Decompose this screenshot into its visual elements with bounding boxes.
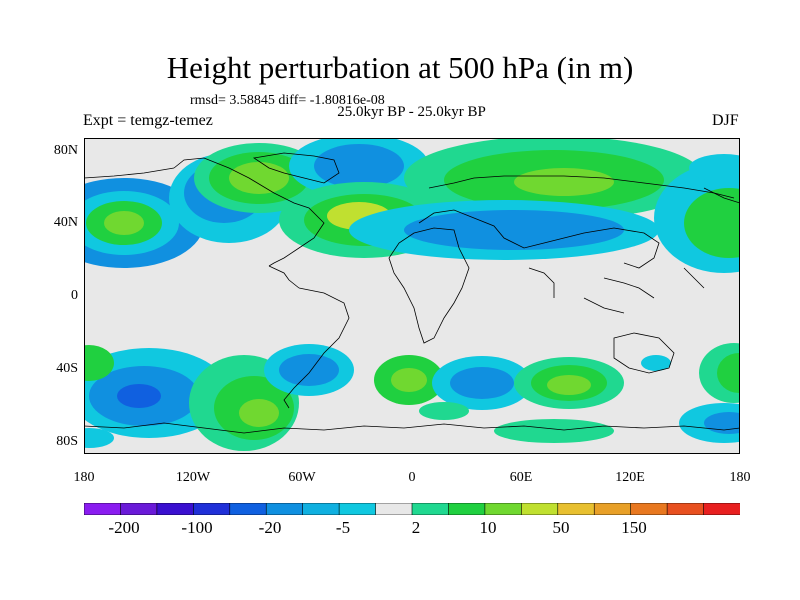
experiment-label: Expt = temgz-temez (83, 112, 213, 129)
colorbar-swatch (120, 503, 158, 515)
colorbar-swatch (302, 503, 340, 515)
lon-label-180w: 180 (73, 470, 95, 485)
lat-label-40s: 40S (56, 361, 78, 376)
lat-label-0: 0 (71, 288, 78, 303)
colorbar-label: 10 (479, 518, 497, 537)
colorbar-swatch (229, 503, 268, 515)
colorbar-swatch (521, 503, 559, 515)
map-plot-area (84, 138, 740, 454)
colorbar-swatch (156, 503, 195, 515)
colorbar-swatch (703, 503, 740, 515)
lon-label-60w: 60W (288, 470, 316, 485)
colorbar-swatch (666, 503, 705, 515)
colorbar-label: 50 (552, 518, 570, 537)
lon-label-180e: 180 (729, 470, 751, 485)
colorbar-swatch (630, 503, 668, 515)
period-subtitle: 25.0kyr BP - 25.0kyr BP (337, 104, 486, 120)
colorbar-swatch (448, 503, 486, 515)
season-label: DJF (712, 112, 739, 129)
contour-fills (84, 138, 740, 451)
colorbar-label: -20 (258, 518, 282, 537)
colorbar-swatch (193, 503, 231, 515)
lon-label-60e: 60E (509, 470, 533, 485)
colorbar-label: 150 (621, 518, 647, 537)
lat-label-80n: 80N (53, 143, 78, 158)
lon-label-120w: 120W (175, 470, 211, 485)
colorbar-swatch (375, 503, 413, 515)
lon-label-0: 0 (408, 470, 416, 485)
map-svg (84, 138, 740, 454)
stats-subtitle: rmsd= 3.58845 diff= -1.80816e-08 (190, 93, 385, 108)
colorbar (84, 503, 740, 515)
lat-label-80s: 80S (56, 434, 78, 449)
colorbar-swatch (338, 503, 377, 515)
colorbar-label: -5 (335, 518, 351, 537)
colorbar-swatch (411, 503, 450, 515)
colorbar-swatch (593, 503, 632, 515)
colorbar-swatch (484, 503, 523, 515)
map-title: Height perturbation at 500 hPa (in m) (166, 50, 634, 85)
colorbar-label: -200 (108, 518, 140, 537)
colorbar-swatch (84, 503, 122, 515)
colorbar-swatch (557, 503, 596, 515)
lon-label-120e: 120E (615, 470, 645, 485)
colorbar-swatch (265, 503, 304, 515)
colorbar-label: 2 (411, 518, 421, 537)
map-frame (84, 138, 740, 454)
coastlines (84, 152, 740, 434)
lat-label-40n: 40N (53, 215, 78, 230)
colorbar-label: -100 (181, 518, 213, 537)
